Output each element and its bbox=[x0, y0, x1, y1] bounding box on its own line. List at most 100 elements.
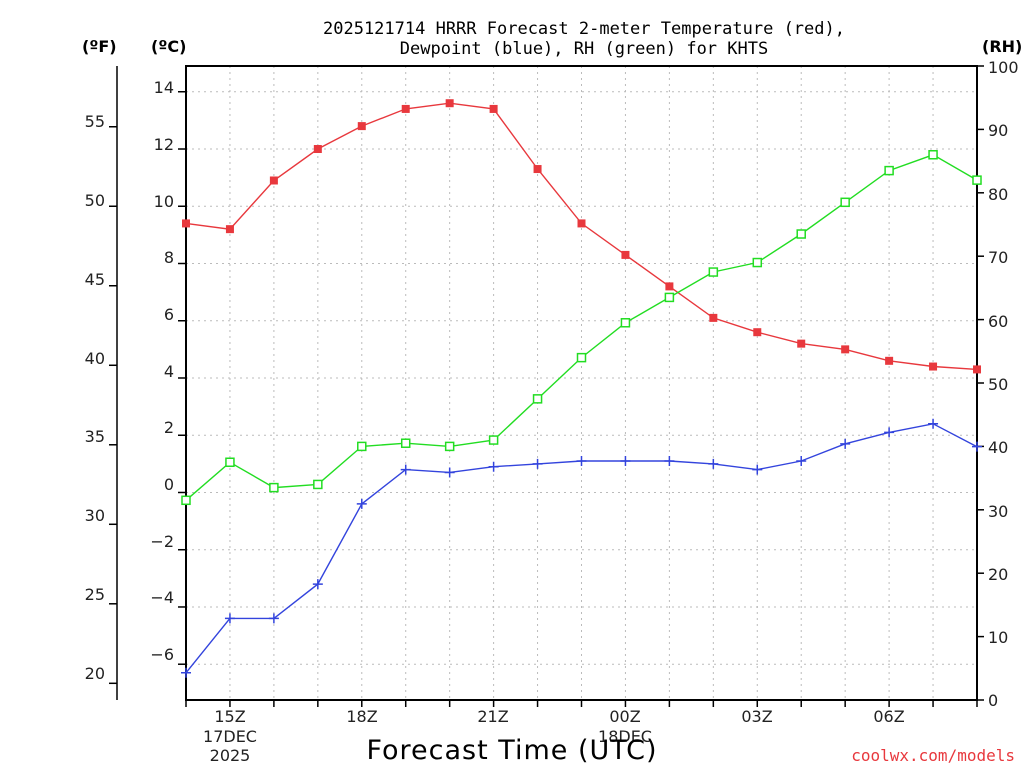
dewpoint-point bbox=[840, 438, 851, 449]
temperature-point bbox=[225, 225, 234, 234]
temperature-point bbox=[489, 104, 498, 113]
dewpoint-point bbox=[488, 461, 499, 472]
rh-tick-label: 100 bbox=[988, 58, 1019, 77]
grid-lines bbox=[186, 66, 977, 700]
rh-unit-label: (RH) bbox=[982, 37, 1022, 56]
rh-point bbox=[972, 175, 982, 185]
rh-point bbox=[752, 257, 763, 268]
c-tick-label: 8 bbox=[164, 248, 174, 267]
rh-point bbox=[928, 150, 938, 160]
temperature-point bbox=[401, 104, 410, 113]
rh-tick-label: 10 bbox=[988, 628, 1008, 647]
credit-link[interactable]: coolwx.com/models bbox=[851, 746, 1015, 765]
dewpoint-point bbox=[532, 458, 543, 469]
x-tick-label: 21Z bbox=[477, 707, 508, 726]
temperature-point bbox=[313, 145, 322, 154]
fahrenheit-tick-marks bbox=[109, 125, 117, 685]
rh-tick-label: 90 bbox=[988, 121, 1008, 140]
temperature-point bbox=[885, 356, 894, 365]
temperature-point bbox=[709, 313, 718, 322]
plot-frame bbox=[185, 65, 978, 701]
dewpoint-series bbox=[181, 418, 982, 678]
dewpoint-point bbox=[664, 455, 675, 466]
f-tick-label: 40 bbox=[85, 349, 105, 368]
dewpoint-point bbox=[181, 667, 191, 678]
c-tick-label: 4 bbox=[164, 362, 174, 381]
dewpoint-point bbox=[444, 467, 455, 478]
dewpoint-point bbox=[884, 427, 895, 438]
c-tick-label: 2 bbox=[164, 418, 174, 437]
f-tick-label: 20 bbox=[85, 664, 105, 683]
f-tick-label: 45 bbox=[85, 270, 105, 289]
rh-point bbox=[488, 435, 499, 445]
celsius-axis: 14 12 10 8 6 4 2 0 −2 −4 −6 bbox=[150, 78, 174, 664]
rh-tick-label: 20 bbox=[988, 565, 1008, 584]
temperature-point bbox=[182, 219, 190, 228]
c-tick-label: −2 bbox=[150, 532, 174, 551]
rh-point bbox=[708, 267, 719, 277]
temperature-point bbox=[841, 345, 850, 354]
temperature-point bbox=[621, 250, 630, 259]
rh-tick-label: 60 bbox=[988, 312, 1008, 331]
dewpoint-point bbox=[356, 498, 367, 509]
f-tick-label: 30 bbox=[85, 506, 105, 525]
c-tick-label: 0 bbox=[164, 475, 174, 494]
dewpoint-point bbox=[312, 579, 323, 590]
temperature-point bbox=[665, 282, 674, 291]
celsius-unit-label: (ºC) bbox=[151, 37, 186, 56]
rh-tick-marks bbox=[977, 65, 984, 701]
x-tick-label: 00Z bbox=[609, 707, 640, 726]
x-tick-label: 03Z bbox=[741, 707, 772, 726]
chart-title-line1: 2025121714 HRRR Forecast 2-meter Tempera… bbox=[323, 19, 845, 39]
rh-tick-label: 70 bbox=[988, 248, 1008, 267]
x-tick-label: 06Z bbox=[873, 707, 904, 726]
rh-point bbox=[225, 457, 235, 467]
rh-point bbox=[796, 229, 806, 239]
c-tick-label: 14 bbox=[154, 78, 174, 97]
series-layer bbox=[181, 99, 982, 678]
temperature-series bbox=[182, 99, 981, 374]
celsius-tick-marks bbox=[178, 91, 186, 665]
x-tick-date: 18DEC bbox=[598, 727, 652, 746]
rh-point bbox=[313, 479, 323, 490]
rh-point bbox=[884, 165, 894, 176]
dewpoint-point bbox=[972, 441, 982, 452]
rh-point bbox=[444, 441, 455, 452]
x-tick-date: 17DEC bbox=[203, 727, 257, 746]
dewpoint-point bbox=[796, 455, 807, 466]
c-tick-label: 6 bbox=[164, 305, 174, 324]
f-tick-label: 50 bbox=[85, 191, 105, 210]
rh-tick-label: 40 bbox=[988, 438, 1008, 457]
dewpoint-point bbox=[620, 455, 631, 466]
x-tick-label: 18Z bbox=[346, 707, 377, 726]
temperature-point bbox=[269, 176, 278, 185]
x-axis-title: Forecast Time (UTC) bbox=[366, 735, 657, 766]
dewpoint-point bbox=[708, 458, 719, 469]
dewpoint-point bbox=[928, 418, 939, 429]
temperature-point bbox=[533, 165, 542, 174]
dewpoint-point bbox=[752, 464, 763, 475]
temperature-point bbox=[577, 219, 586, 228]
time-axis: 15Z 17DEC 2025 18Z 21Z 00Z 18DEC 03Z 06Z bbox=[203, 707, 905, 765]
temperature-point bbox=[357, 122, 366, 131]
rh-axis: 100 90 80 70 60 50 40 30 20 10 0 bbox=[988, 58, 1019, 710]
rh-point bbox=[840, 197, 850, 208]
f-tick-label: 55 bbox=[85, 112, 105, 131]
rh-point bbox=[620, 318, 631, 328]
rh-tick-label: 50 bbox=[988, 375, 1008, 394]
temperature-point bbox=[797, 339, 806, 348]
temperature-point bbox=[753, 328, 762, 337]
rh-series bbox=[181, 150, 982, 506]
x-tick-year: 2025 bbox=[210, 746, 251, 765]
chart-title-line2: Dewpoint (blue), RH (green) for KHTS bbox=[400, 39, 768, 59]
dewpoint-point bbox=[400, 464, 411, 475]
temperature-line bbox=[185, 102, 978, 371]
rh-point bbox=[181, 495, 191, 506]
x-tick-label: 15Z bbox=[214, 707, 245, 726]
c-tick-label: 12 bbox=[154, 135, 174, 154]
fahrenheit-unit-label: (ºF) bbox=[82, 37, 117, 56]
rh-point bbox=[400, 438, 411, 448]
c-tick-label: −4 bbox=[150, 588, 174, 607]
c-tick-label: 10 bbox=[154, 192, 174, 211]
